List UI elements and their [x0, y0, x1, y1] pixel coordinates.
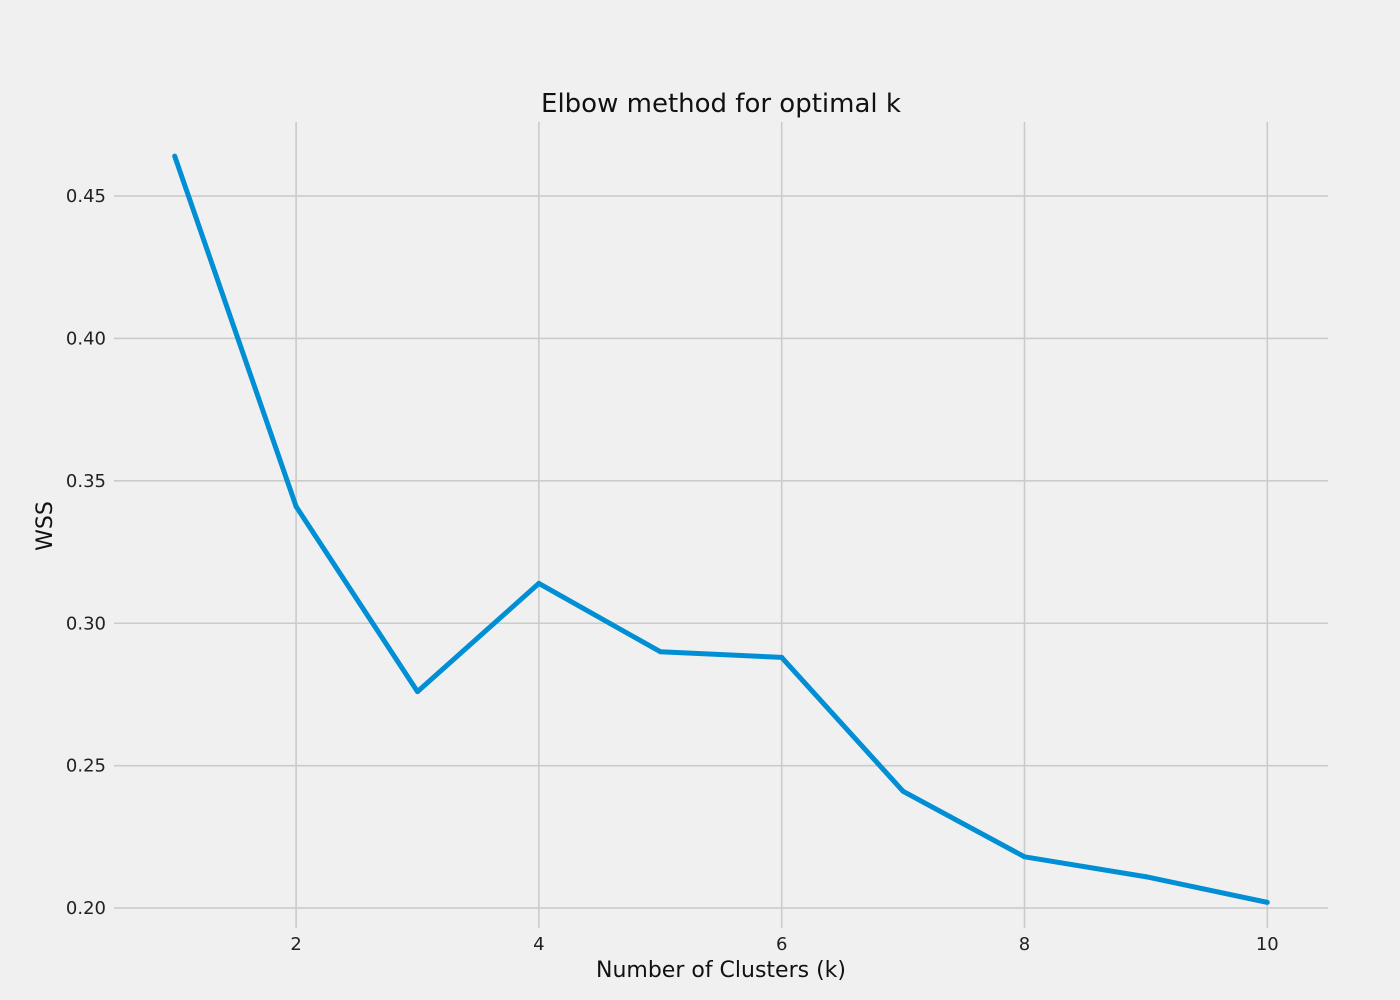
series-layer	[172, 153, 1270, 905]
data-point	[172, 153, 178, 159]
y-tick-label: 0.40	[66, 328, 106, 349]
y-axis-label: WSS	[33, 501, 58, 551]
x-tick-label: 2	[290, 934, 301, 955]
data-point	[293, 503, 299, 509]
data-point	[536, 580, 542, 586]
data-point	[779, 654, 785, 660]
x-tick-label: 4	[533, 934, 544, 955]
y-tick-label: 0.45	[66, 186, 106, 207]
data-point	[415, 689, 420, 695]
y-tick-label: 0.20	[66, 898, 106, 919]
x-tick-label: 6	[776, 934, 787, 955]
grid-layer	[114, 122, 1328, 928]
x-tick-label: 8	[1019, 934, 1030, 955]
x-axis-label: Number of Clusters (k)	[596, 958, 846, 983]
data-point	[900, 788, 906, 794]
data-point	[1022, 854, 1027, 860]
y-tick-labels: 0.20 0.25 0.30 0.35 0.40 0.45	[66, 186, 106, 919]
wss-series-line	[172, 155, 1268, 905]
y-tick-label: 0.30	[66, 613, 106, 634]
data-point	[657, 649, 663, 655]
chart-title: Elbow method for optimal k	[541, 89, 901, 119]
x-tick-label: 10	[1256, 934, 1279, 955]
x-tick-labels: 2 4 6 8 10	[290, 934, 1278, 955]
data-point	[1143, 874, 1149, 880]
data-point	[1264, 899, 1270, 905]
y-tick-label: 0.35	[66, 471, 106, 492]
y-tick-label: 0.25	[66, 756, 106, 777]
